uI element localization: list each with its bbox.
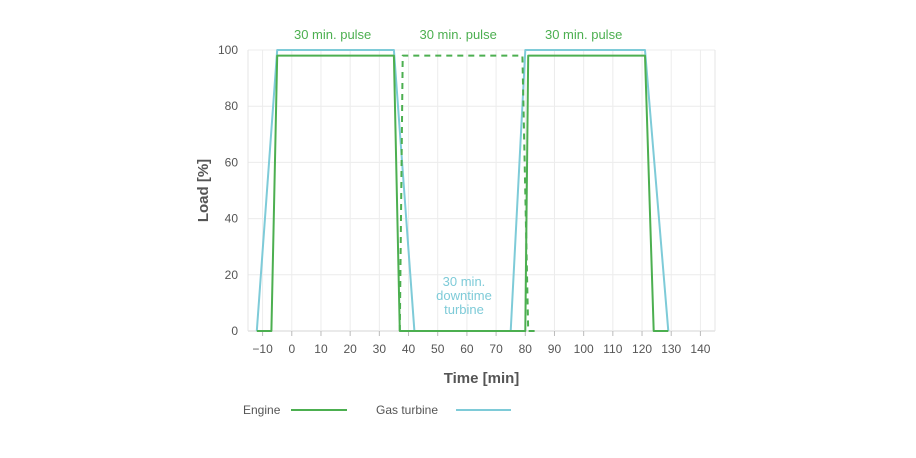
x-tick-label: 100 [574, 342, 594, 356]
annotations: 30 min. pulse 30 min. pulse 30 min. pulse 3… [294, 27, 622, 317]
x-tick-label: 130 [661, 342, 681, 356]
x-tick-label: 80 [519, 342, 533, 356]
series-engine-line [256, 54, 669, 332]
x-tick-label: 90 [548, 342, 562, 356]
x-tick-label: 140 [690, 342, 710, 356]
series-layer [255, 49, 670, 332]
legend-label: Gas turbine [376, 403, 438, 417]
x-tick-label: 40 [402, 342, 416, 356]
tick-labels: 0 20 40 60 80 100 −10 0 10 20 30 40 50 60 70 80 90 100 110… [218, 43, 711, 356]
annotation-label: turbine [444, 302, 484, 317]
y-tick-label: 0 [231, 324, 238, 338]
x-tick-label: 110 [603, 342, 622, 356]
x-axis-label: Time [min] [444, 370, 520, 387]
x-tick-label: 30 [373, 342, 387, 356]
annotation-label: 30 min. pulse [419, 27, 496, 42]
legend: Engine Gas turbine [243, 403, 511, 417]
y-tick-label: 80 [225, 99, 239, 113]
annotation-label: 30 min. pulse [545, 27, 622, 42]
annotation-label: downtime [436, 288, 492, 303]
y-tick-label: 40 [225, 212, 239, 226]
x-tick-label: 70 [489, 342, 503, 356]
x-tick-label: 10 [314, 342, 328, 356]
x-tick-label: −10 [252, 342, 273, 356]
y-tick-label: 60 [225, 155, 239, 169]
annotation-label: 30 min. pulse [294, 27, 371, 42]
x-tick-label: 50 [431, 342, 445, 356]
annotation-label: 30 min. [443, 274, 486, 289]
series-engine-dashed-line [398, 54, 537, 332]
y-tick-label: 100 [218, 43, 238, 57]
x-tick-label: 0 [288, 342, 295, 356]
y-tick-label: 20 [225, 268, 239, 282]
legend-label: Engine [243, 403, 281, 417]
y-axis-label: Load [%] [195, 159, 212, 222]
x-tick-label: 120 [632, 342, 652, 356]
x-tick-label: 20 [343, 342, 357, 356]
x-tick-label: 60 [460, 342, 474, 356]
